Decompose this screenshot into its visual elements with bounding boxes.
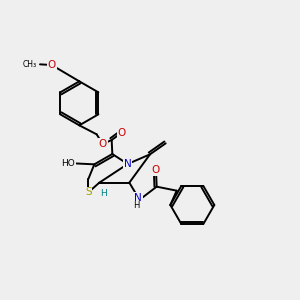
Text: N: N	[124, 159, 131, 169]
Text: H: H	[133, 201, 140, 210]
Text: S: S	[85, 187, 92, 197]
Text: H: H	[100, 189, 107, 198]
Text: CH₃: CH₃	[23, 60, 37, 69]
Text: O: O	[47, 60, 56, 70]
Text: O: O	[152, 165, 160, 175]
Text: O: O	[98, 139, 107, 149]
Text: N: N	[134, 193, 142, 203]
Text: HO: HO	[61, 159, 75, 168]
Text: O: O	[118, 128, 126, 138]
